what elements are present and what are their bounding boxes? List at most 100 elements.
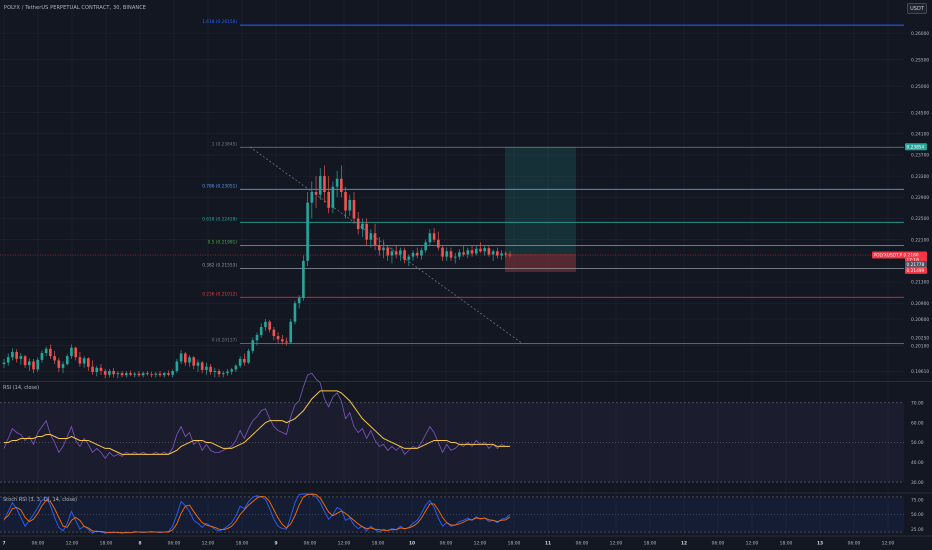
candle-body (483, 248, 487, 252)
candle-body (280, 339, 284, 342)
time-axis-label: 9 (274, 541, 277, 547)
candle-body (49, 348, 52, 357)
candle-body (2, 362, 6, 365)
candle-body (293, 303, 297, 322)
candle-body (432, 233, 436, 240)
price-badge-label: 17:18 (907, 257, 920, 263)
candle-body (188, 357, 191, 363)
price-axis-label: 0.23700 (911, 153, 929, 159)
candle-body (179, 353, 183, 362)
time-axis-label: 12:00 (338, 541, 351, 547)
candle-body (221, 373, 225, 375)
price-badge (905, 143, 927, 151)
currency-button[interactable]: USDT (907, 3, 927, 14)
candle-body (32, 361, 35, 370)
price-axis-label: 0.20100 (911, 343, 929, 349)
candle-body (87, 358, 90, 367)
time-axis-label: 7 (2, 541, 5, 547)
candle-body (141, 373, 145, 376)
candle-body (458, 252, 461, 257)
candle-body (449, 251, 453, 258)
candle-body (318, 176, 322, 195)
candle-body (344, 192, 347, 211)
candle-body (403, 250, 406, 260)
time-axis-label: 12:00 (882, 541, 895, 547)
candle-body (259, 327, 263, 335)
candle-body (78, 357, 82, 364)
candle-body (428, 233, 432, 243)
fib-level-label: 0.5 (0.21991) (208, 239, 238, 245)
price-badge (905, 266, 927, 274)
candle-body (230, 369, 234, 372)
fib-level-label: 0 (0.20137) (212, 338, 238, 344)
candle-body (340, 178, 343, 192)
price-badge-label: 0.21499 (907, 268, 925, 274)
candle-body (74, 347, 77, 358)
candle-body (500, 253, 503, 256)
candle-body (251, 340, 255, 351)
time-axis-label: 06:00 (32, 541, 45, 547)
time-axis-label: 12:00 (202, 541, 215, 547)
candle-body (226, 371, 229, 374)
price-axis-label: 0.25000 (911, 84, 929, 90)
rsi-line (3, 372, 510, 460)
candle-body (137, 373, 141, 376)
candle-body (453, 256, 457, 258)
candle-body (124, 373, 128, 376)
candle-body (407, 256, 411, 260)
price-axis-label: 0.20250 (911, 335, 929, 341)
candle-body (44, 348, 48, 353)
candle-body (70, 347, 73, 357)
rsi-axis-label: 50.00 (911, 440, 924, 446)
candle-body (386, 247, 390, 256)
candle-body (19, 356, 23, 359)
candle-body (508, 254, 512, 256)
candle-body (162, 373, 166, 376)
price-badge-label: POLYXUSDT.P 0.2180 (874, 253, 919, 259)
candle-body (352, 199, 356, 219)
candle-body (420, 250, 423, 256)
candle-body (323, 176, 326, 192)
time-axis-label: 06:00 (440, 541, 453, 547)
time-axis-label: 06:00 (304, 541, 317, 547)
candle-body (314, 192, 318, 195)
candle-body (53, 356, 56, 361)
rsi-axis-label: 70.00 (911, 401, 924, 407)
candle-body (57, 360, 61, 368)
candle-body (158, 373, 162, 376)
time-axis-label: 11 (545, 541, 551, 547)
candle-body (11, 351, 14, 358)
candle-body (120, 373, 124, 376)
time-axis-label: 06:00 (576, 541, 589, 547)
candle-body (196, 362, 200, 366)
fib-level-label: 1 (0.23845) (212, 141, 238, 147)
candle-body (61, 364, 65, 368)
candle-body (205, 366, 208, 370)
candle-body (272, 329, 276, 337)
candle-body (99, 367, 103, 371)
candle-body (390, 251, 394, 256)
price-axis-label: 0.22100 (911, 237, 929, 243)
candle-body (365, 223, 368, 240)
fib-level-label: 0.382 (0.21553) (202, 263, 237, 269)
candle-body (40, 352, 44, 360)
candle-body (306, 202, 309, 261)
candle-body (95, 367, 99, 373)
time-axis-label: 18:00 (236, 541, 249, 547)
candle-body (108, 370, 111, 375)
candle-body (285, 341, 288, 343)
price-badge-label: 0.23854 (907, 144, 925, 150)
time-axis-label: 18:00 (100, 541, 113, 547)
rsi-pane-label: RSI (14, close) (3, 385, 40, 391)
price-axis-label: 0.24100 (911, 131, 929, 137)
time-axis-label: 12:00 (66, 541, 79, 547)
candle-body (470, 250, 474, 254)
candle-body (496, 251, 499, 256)
candle-body (394, 251, 398, 255)
candle-body (373, 233, 377, 245)
candle-body (302, 260, 305, 298)
candle-body (209, 366, 212, 373)
stoch-axis-label: 75.00 (911, 498, 924, 504)
rsi-ma-line (4, 390, 510, 455)
